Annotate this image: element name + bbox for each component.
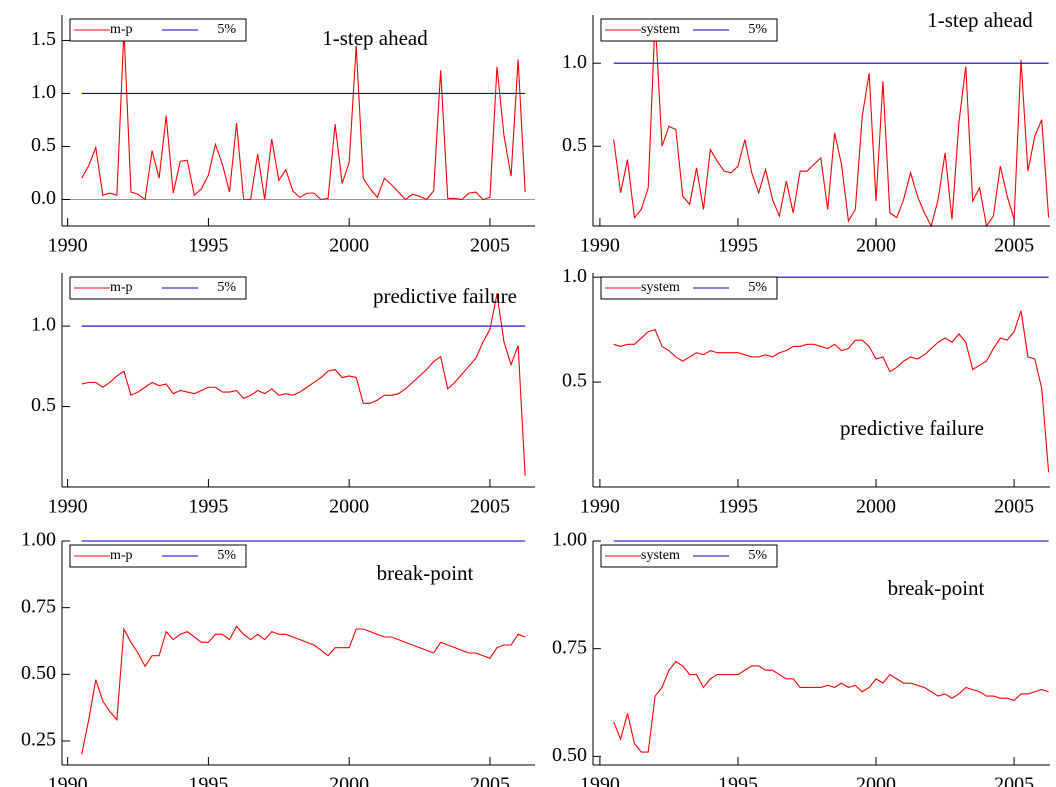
x-tick-label: 2000: [856, 496, 896, 518]
x-tick-label: 1990: [580, 496, 620, 518]
y-tick-label: 0.5: [562, 134, 587, 156]
x-tick-label: 2005: [994, 496, 1034, 518]
x-tick-label: 1995: [188, 774, 228, 787]
series-line: [613, 310, 1050, 473]
x-tick-label: 1990: [580, 774, 620, 787]
panel: 0.5 1.0 1990 1995 2000 2005 1-step ahead system…: [562, 8, 1050, 257]
series-line: [613, 18, 1050, 228]
legend-label: m-p: [110, 22, 133, 37]
x-tick-label: 1990: [48, 235, 88, 257]
legend-label: m-p: [110, 548, 133, 563]
x-tick-label: 1990: [48, 774, 88, 787]
panel-title: 1-step ahead: [927, 8, 1033, 32]
x-tick-label: 2000: [856, 774, 896, 787]
x-tick-label: 1995: [718, 496, 758, 518]
legend-label: 5%: [748, 280, 767, 295]
panel-title: predictive failure: [840, 416, 984, 440]
legend-box: [69, 544, 247, 568]
x-tick-label: 1995: [188, 235, 228, 257]
y-tick-label: 0.50: [552, 744, 587, 766]
x-tick-label: 2005: [994, 235, 1034, 257]
y-tick-label: 1.0: [562, 265, 587, 287]
x-tick-label: 1995: [188, 496, 228, 518]
legend-label: 5%: [217, 548, 236, 563]
legend-box: [600, 18, 778, 42]
y-tick-label: 1.0: [31, 81, 56, 103]
y-tick-label: 0.75: [21, 595, 56, 617]
y-tick-label: 1.0: [31, 314, 56, 336]
panel-title: break-point: [888, 576, 985, 600]
y-tick-label: 0.75: [552, 636, 587, 658]
legend-box: [69, 276, 247, 300]
y-tick-label: 1.0: [562, 51, 587, 73]
legend-label: system: [641, 280, 680, 295]
y-tick-label: 0.50: [21, 662, 56, 684]
x-tick-label: 2000: [329, 235, 369, 257]
panel-title: 1-step ahead: [322, 26, 428, 50]
legend-label: 5%: [217, 22, 236, 37]
series-line: [613, 660, 1049, 753]
legend-label: system: [641, 548, 680, 563]
x-tick-label: 1990: [580, 235, 620, 257]
x-tick-label: 2005: [470, 235, 510, 257]
panel-title: predictive failure: [373, 284, 517, 308]
x-tick-label: 2005: [470, 496, 510, 518]
y-tick-label: 1.00: [21, 529, 56, 551]
y-tick-label: 0.5: [31, 134, 56, 156]
panel: 0.5 1.0 1990 1995 2000 2005 predictive failure…: [562, 265, 1050, 518]
legend-box: [69, 18, 247, 42]
x-tick-label: 1990: [48, 496, 88, 518]
legend-label: 5%: [748, 548, 767, 563]
x-tick-label: 1995: [718, 774, 758, 787]
panel: 0.25 0.50 0.75 1.00 1990 1995 2000 2005 break-po…: [21, 529, 535, 787]
y-tick-label: 0.5: [31, 394, 56, 416]
y-tick-label: 0.0: [31, 187, 56, 209]
y-tick-label: 0.5: [562, 370, 587, 392]
panel: 0.50 0.75 1.00 1990 1995 2000 2005 break-point s…: [552, 529, 1050, 787]
x-tick-label: 2005: [994, 774, 1034, 787]
y-tick-label: 1.00: [552, 529, 587, 551]
panel: 0.0 0.5 1.0 1.5 1990 1995 2000 2005 1-step ahead…: [31, 15, 535, 257]
panel-title: break-point: [377, 561, 474, 585]
series-line: [81, 625, 526, 755]
panel: 0.5 1.0 1990 1995 2000 2005 predictive failure…: [31, 273, 535, 518]
legend-label: system: [641, 22, 680, 37]
series-line: [81, 29, 526, 201]
x-tick-label: 2000: [329, 774, 369, 787]
legend-label: 5%: [748, 22, 767, 37]
y-tick-label: 0.25: [21, 729, 56, 751]
x-tick-label: 1995: [718, 235, 758, 257]
legend-box: [600, 276, 778, 300]
y-tick-label: 1.5: [31, 28, 56, 50]
x-tick-label: 2000: [856, 235, 896, 257]
legend-box: [600, 544, 778, 568]
series-line: [81, 293, 526, 476]
legend-label: 5%: [217, 280, 236, 295]
x-tick-label: 2000: [329, 496, 369, 518]
legend-label: m-p: [110, 280, 133, 295]
x-tick-label: 2005: [470, 774, 510, 787]
